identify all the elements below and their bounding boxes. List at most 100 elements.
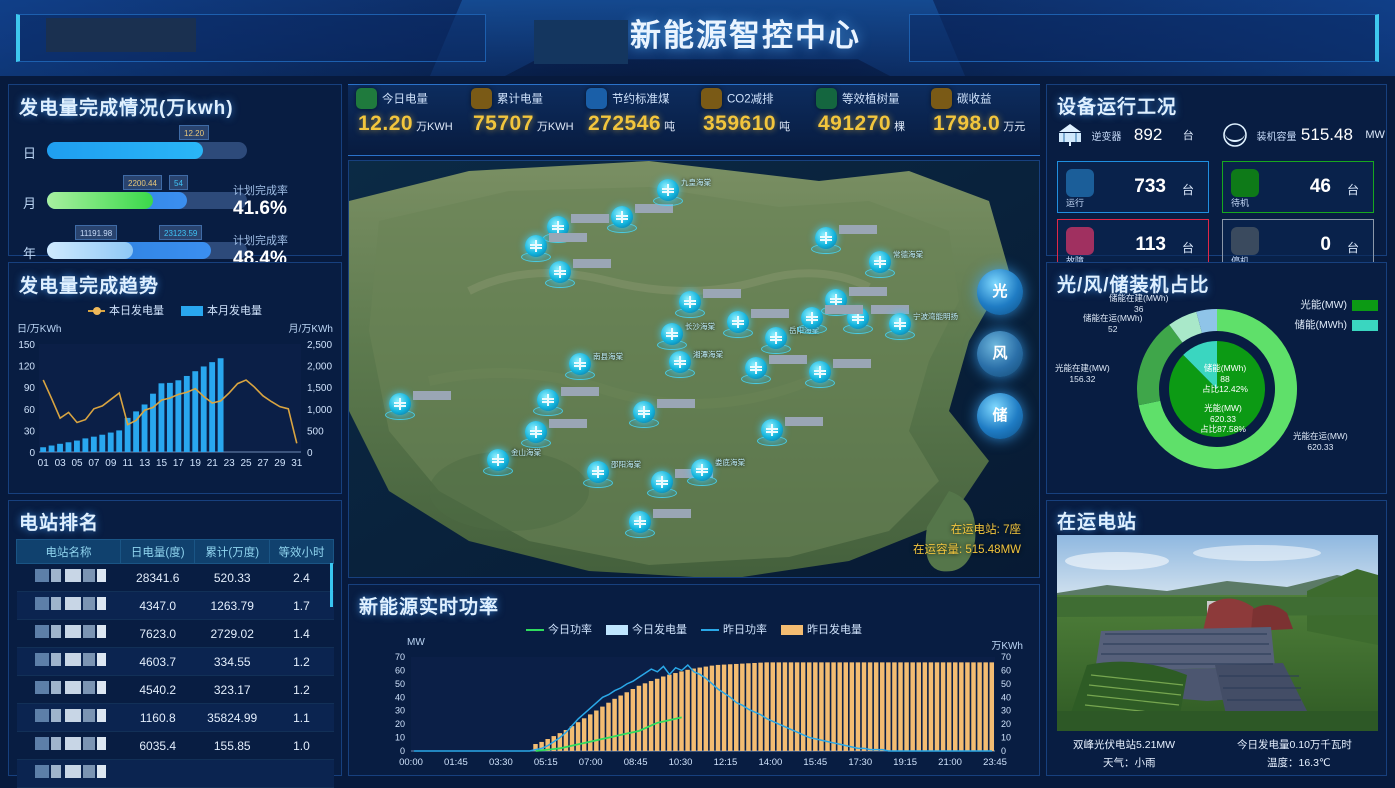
map-filter-wind-button[interactable]: 风 bbox=[977, 331, 1023, 377]
device-cell-运行[interactable]: 运行 733 台 bbox=[1057, 161, 1209, 213]
svg-text:120: 120 bbox=[18, 362, 35, 373]
map-marker[interactable]: 娄底海棠 bbox=[687, 458, 745, 489]
donut-legend-solar[interactable]: 光能(MW) bbox=[1300, 297, 1378, 312]
table-row[interactable]: 4603.7 334.55 1.2 bbox=[16, 647, 334, 676]
map-marker[interactable] bbox=[647, 469, 713, 501]
kpi-碳收益[interactable]: 碳收益 1798.0 万元 bbox=[931, 88, 1047, 136]
company-logo-redacted bbox=[46, 18, 196, 52]
table-row[interactable]: 4347.0 1263.79 1.7 bbox=[16, 591, 334, 620]
svg-text:19:15: 19:15 bbox=[893, 757, 917, 768]
donut-legend-storage[interactable]: 储能(MWh) bbox=[1295, 317, 1378, 332]
map-marker[interactable]: 邵阳海棠 bbox=[583, 460, 641, 491]
map-marker[interactable] bbox=[545, 259, 611, 291]
map-marker[interactable] bbox=[797, 305, 863, 337]
map-marker[interactable]: 长沙海棠 bbox=[657, 322, 715, 353]
progress-tooltip: 23123.59 bbox=[159, 225, 203, 240]
progress-fill bbox=[47, 142, 203, 159]
legend-swatch-icon bbox=[1352, 299, 1378, 311]
kpi-累计电量[interactable]: 累计电量 75707 万KWH bbox=[471, 88, 587, 136]
solar-station-pin-icon bbox=[549, 261, 571, 283]
table-row[interactable]: 4540.2 323.17 1.2 bbox=[16, 675, 334, 704]
donut-inner-label: 光能(MW) 620.33 占比87.58% bbox=[1183, 403, 1263, 435]
map-marker[interactable] bbox=[607, 204, 673, 236]
table-row[interactable]: 7623.0 2729.02 1.4 bbox=[16, 619, 334, 648]
device-cell-value: 46 bbox=[1309, 176, 1331, 197]
svg-text:03:30: 03:30 bbox=[489, 757, 513, 768]
map-marker-label-redacted bbox=[571, 214, 609, 223]
kpi-label: 累计电量 bbox=[497, 93, 543, 106]
power-legend-今日功率[interactable]: 今日功率 bbox=[526, 621, 592, 637]
map-marker[interactable] bbox=[821, 287, 887, 319]
legend-item-monthly[interactable]: 本月发电量 bbox=[181, 302, 262, 318]
device-cell-待机[interactable]: 待机 46 台 bbox=[1222, 161, 1374, 213]
table-column-header[interactable]: 日电量(度) bbox=[119, 539, 196, 564]
map-marker[interactable]: 宁波湾能明扬 bbox=[885, 312, 958, 343]
table-column-header[interactable]: 累计(万度) bbox=[194, 539, 270, 564]
map-marker-label-redacted bbox=[549, 419, 587, 428]
svg-text:23: 23 bbox=[224, 458, 236, 469]
page-title: 新能源智控中心 bbox=[630, 18, 861, 53]
map-marker[interactable] bbox=[741, 355, 807, 387]
map-marker[interactable] bbox=[385, 391, 451, 423]
table-row[interactable]: 28341.6 520.33 2.4 bbox=[16, 563, 334, 592]
svg-text:40: 40 bbox=[1001, 692, 1011, 702]
map-marker-label-redacted bbox=[825, 305, 863, 314]
device-cell-label: 运行 bbox=[1066, 198, 1085, 208]
table-row[interactable]: 6035.4 155.85 1.0 bbox=[16, 731, 334, 760]
kpi-CO2减排[interactable]: CO2减排 359610 吨 bbox=[701, 88, 817, 136]
table-row[interactable]: 1160.8 35824.99 1.1 bbox=[16, 703, 334, 732]
map-marker[interactable]: 岳阳海棠 bbox=[761, 326, 819, 357]
map-marker[interactable]: 金山海棠 bbox=[483, 448, 541, 479]
map-marker[interactable] bbox=[629, 399, 695, 431]
map-marker[interactable] bbox=[521, 419, 587, 451]
map-filter-storage-button[interactable]: 储 bbox=[977, 393, 1023, 439]
svg-text:50: 50 bbox=[395, 679, 405, 689]
kpi-等效植树量[interactable]: 等效植树量 491270 棵 bbox=[816, 88, 932, 136]
map-marker[interactable] bbox=[805, 359, 871, 391]
tree-icon bbox=[816, 88, 837, 109]
map-marker-label-redacted bbox=[703, 289, 741, 298]
map-marker[interactable] bbox=[723, 309, 789, 341]
station-name-redacted bbox=[17, 592, 121, 619]
map-marker[interactable] bbox=[811, 225, 877, 257]
solar-station-pin-icon bbox=[657, 179, 679, 201]
cell-daily: 1160.8 bbox=[120, 703, 195, 732]
legend-item-daily[interactable]: 本日发电量 bbox=[87, 302, 164, 318]
power-legend: 今日功率 今日发电量 昨日功率 昨日发电量 bbox=[349, 621, 1039, 637]
map-marker[interactable]: 九皇海棠 bbox=[653, 178, 711, 209]
map-marker[interactable]: 常德海棠 bbox=[865, 250, 923, 281]
table-column-header[interactable]: 电站名称 bbox=[16, 539, 121, 564]
weather-value: 小雨 bbox=[1134, 757, 1156, 769]
kpi-value: 1798.0 bbox=[933, 112, 1001, 135]
kpi-今日电量[interactable]: 今日电量 12.20 万KWH bbox=[356, 88, 472, 136]
device-summary: 逆变器 892 台 装机容量 515.48 MW bbox=[1047, 123, 1386, 157]
map-marker[interactable] bbox=[757, 417, 823, 449]
table-row[interactable] bbox=[16, 759, 334, 788]
svg-text:2,500: 2,500 bbox=[307, 340, 332, 351]
map-marker[interactable] bbox=[533, 387, 599, 419]
power-legend-昨日发电量[interactable]: 昨日发电量 bbox=[781, 621, 862, 637]
svg-text:14:00: 14:00 bbox=[758, 757, 782, 768]
map-marker[interactable] bbox=[675, 289, 741, 321]
map-filter-solar-button[interactable]: 光 bbox=[977, 269, 1023, 315]
donut-inner-label: 储能(MWh) 88 占比12.42% bbox=[1185, 363, 1265, 395]
power-legend-今日发电量[interactable]: 今日发电量 bbox=[606, 621, 687, 637]
table-column-header[interactable]: 等效小时 bbox=[268, 539, 335, 564]
kpi-value: 75707 bbox=[473, 112, 534, 135]
power-legend-昨日功率[interactable]: 昨日功率 bbox=[701, 621, 767, 637]
map-marker[interactable] bbox=[521, 233, 587, 265]
kpi-节约标准煤[interactable]: 节约标准煤 272546 吨 bbox=[586, 88, 702, 136]
table-scrollbar[interactable] bbox=[330, 563, 333, 607]
map-marker[interactable]: 湘潭海棠 bbox=[665, 350, 723, 381]
svg-text:30: 30 bbox=[395, 706, 405, 716]
china-map-panel[interactable]: 九皇海棠常德海棠宁波湾能明扬 长沙海棠 岳阳海棠南县海棠 湘潭海棠金山海棠 邵阳海棠 娄底… bbox=[348, 160, 1040, 578]
map-marker-label-redacted bbox=[573, 259, 611, 268]
cell-hours: 2.4 bbox=[269, 563, 334, 592]
realtime-power-panel: 新能源实时功率 今日功率 今日发电量 昨日功率 昨日发电量 MW 万KWh 0 0 10 1… bbox=[348, 584, 1040, 776]
money-bag-icon bbox=[931, 88, 952, 109]
station-name-redacted bbox=[17, 760, 121, 787]
map-marker[interactable]: 南县海棠 bbox=[565, 352, 623, 383]
kpi-unit: 万KWH bbox=[416, 121, 453, 133]
map-marker[interactable] bbox=[625, 509, 691, 541]
kpi-unit: 万KWH bbox=[536, 121, 574, 133]
